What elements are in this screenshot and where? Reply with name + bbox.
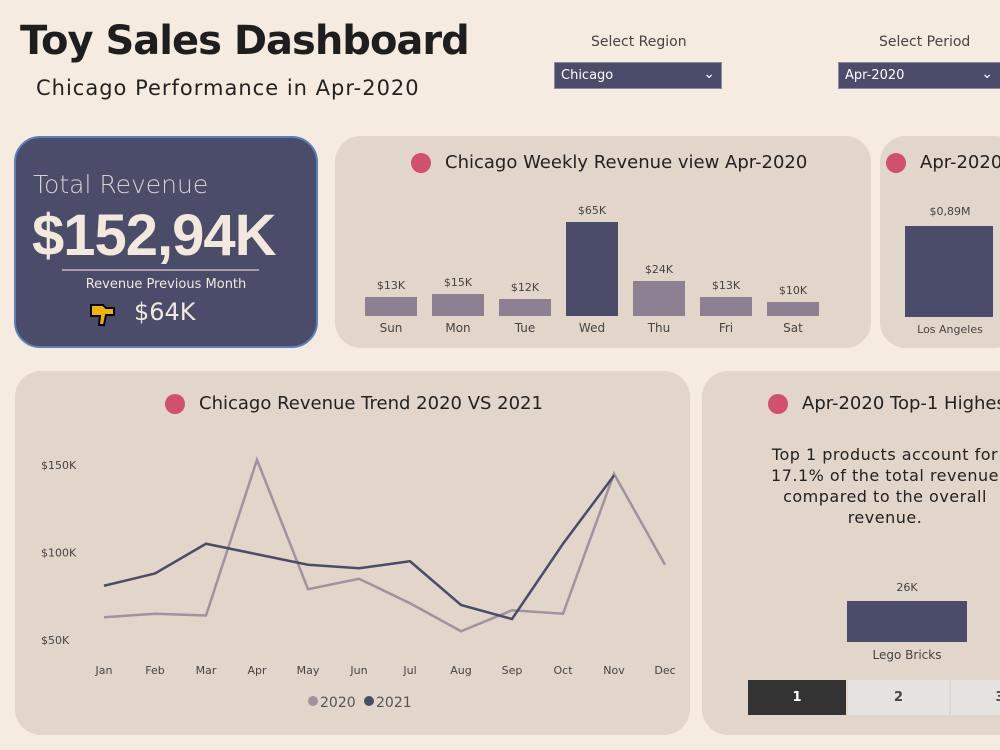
revenue-trend-card: Chicago Revenue Trend 2020 VS 2021 $50K $… bbox=[15, 371, 690, 735]
y-tick-label: $150K bbox=[41, 459, 77, 472]
x-tick-label: Jul bbox=[402, 664, 416, 677]
trend-line-chart: $50K $100K $150K Jan Feb Mar Apr May Jun Jul Aug Se… bbox=[41, 456, 676, 711]
thumbs-down-icon bbox=[88, 299, 118, 329]
bar-tue[interactable] bbox=[499, 298, 551, 316]
category-label: Sat bbox=[783, 321, 803, 335]
page-tab-2[interactable]: 2 bbox=[848, 680, 949, 715]
bar-wed[interactable] bbox=[566, 222, 618, 316]
bar-label: 26K bbox=[896, 581, 918, 594]
bar-label: $0,89M bbox=[929, 205, 971, 218]
bar-value-label: $13K bbox=[711, 279, 741, 293]
category-label: Thu bbox=[647, 321, 671, 335]
bar-value-label: $13K bbox=[376, 279, 406, 293]
page-tab-1[interactable]: 1 bbox=[748, 680, 846, 715]
bar-fri[interactable] bbox=[700, 297, 752, 316]
legend-label-2021: 2021 bbox=[376, 695, 412, 711]
bar-value-label: $10K bbox=[778, 283, 808, 297]
marker-dot-icon bbox=[411, 152, 431, 173]
region-select[interactable]: Chicago ⌄ bbox=[554, 62, 722, 89]
x-tick-label: Dec bbox=[654, 664, 675, 677]
region-value: Chicago bbox=[561, 68, 614, 83]
marker-dot-icon bbox=[886, 152, 906, 173]
bar-sun[interactable] bbox=[365, 297, 417, 316]
x-tick-label: Feb bbox=[145, 664, 164, 677]
bar-sat[interactable] bbox=[767, 301, 819, 316]
weekly-title: Chicago Weekly Revenue view Apr-2020 bbox=[445, 152, 808, 173]
category-label: Tue bbox=[514, 321, 536, 335]
x-tick-label: Oct bbox=[553, 664, 573, 677]
page-tab-3[interactable]: 3 bbox=[951, 680, 1000, 715]
y-tick-label: $50K bbox=[41, 634, 70, 647]
weekly-bar-chart: $13K Sun $15K Mon $12K Tue $65K Wed $24K Thu $13K F… bbox=[335, 136, 871, 348]
x-tick-label: Sep bbox=[502, 664, 523, 677]
bar-los-angeles[interactable] bbox=[905, 226, 993, 317]
top-description: Top 1 products account for 17.1% of the … bbox=[771, 445, 999, 527]
x-tick-label: Nov bbox=[603, 664, 625, 677]
marker-dot-icon bbox=[768, 393, 788, 414]
kpi-value: $152,94K bbox=[32, 203, 277, 268]
chevron-down-icon: ⌄ bbox=[703, 66, 715, 82]
bar-lego-bricks[interactable] bbox=[847, 601, 967, 642]
chevron-down-icon: ⌄ bbox=[981, 66, 993, 82]
period-label: Select Period bbox=[879, 34, 971, 50]
category-label: Los Angeles bbox=[917, 323, 983, 336]
weekly-revenue-card: Chicago Weekly Revenue view Apr-2020 $13… bbox=[335, 136, 871, 348]
top-title: Apr-2020 Top-1 Highest I bbox=[802, 393, 1000, 414]
prev-month-label: Revenue Previous Month bbox=[85, 277, 247, 292]
bar-value-label: $15K bbox=[443, 276, 473, 290]
category-label: Wed bbox=[578, 321, 606, 335]
bar-value-label: $24K bbox=[644, 263, 674, 277]
category-label: Lego Bricks bbox=[872, 648, 942, 662]
dashboard-title: Toy Sales Dashboard bbox=[20, 18, 470, 64]
dashboard-subtitle: Chicago Performance in Apr-2020 bbox=[36, 76, 420, 100]
bar-thu[interactable] bbox=[633, 281, 685, 316]
x-tick-label: Apr bbox=[247, 664, 267, 677]
x-tick-label: Jun bbox=[349, 664, 367, 677]
period-select[interactable]: Apr-2020 ⌄ bbox=[838, 62, 1000, 89]
trend-title: Chicago Revenue Trend 2020 VS 2021 bbox=[199, 393, 543, 414]
region-revenue-card: Apr-2020 R $0,89M Los Angeles bbox=[880, 136, 1000, 348]
bar-value-label: $12K bbox=[510, 280, 540, 294]
series-line-2021 bbox=[103, 474, 616, 621]
region-label: Select Region bbox=[591, 34, 687, 50]
bar-mon[interactable] bbox=[432, 294, 484, 316]
top-product-card: Apr-2020 Top-1 Highest I Top 1 products … bbox=[702, 371, 1000, 735]
prev-month-value: $64K bbox=[134, 298, 196, 326]
divider bbox=[62, 269, 259, 271]
category-label: Fri bbox=[718, 321, 734, 335]
regions-title: Apr-2020 R bbox=[920, 152, 1000, 173]
series-line-2020 bbox=[103, 456, 667, 633]
category-label: Mon bbox=[445, 321, 471, 335]
marker-dot-icon bbox=[165, 393, 185, 414]
x-tick-label: Mar bbox=[196, 664, 217, 677]
bar-value-label: $65K bbox=[577, 204, 607, 217]
kpi-label: Total Revenue bbox=[33, 170, 209, 199]
x-tick-label: Aug bbox=[450, 664, 471, 677]
legend-marker-2021 bbox=[364, 696, 374, 706]
x-tick-label: May bbox=[297, 664, 320, 677]
legend-label-2020: 2020 bbox=[320, 695, 356, 711]
y-tick-label: $100K bbox=[41, 547, 77, 560]
category-label: Sun bbox=[379, 321, 403, 335]
x-tick-label: Jan bbox=[95, 664, 113, 677]
period-value: Apr-2020 bbox=[845, 68, 905, 83]
total-revenue-card: Total Revenue $152,94K Revenue Previous … bbox=[14, 136, 318, 348]
legend-marker-2020 bbox=[308, 696, 318, 706]
